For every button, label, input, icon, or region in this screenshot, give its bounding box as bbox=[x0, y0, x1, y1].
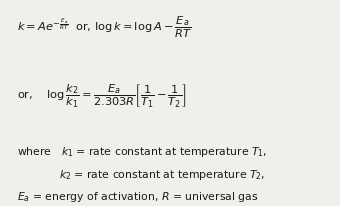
Text: $k_2$ = rate constant at temperature $T_2$,: $k_2$ = rate constant at temperature $T_… bbox=[59, 167, 266, 181]
Text: or,    $\log\dfrac{k_2}{k_1} = \dfrac{E_a}{2.303R}\left[\dfrac{1}{T_1} - \dfrac{: or, $\log\dfrac{k_2}{k_1} = \dfrac{E_a}{… bbox=[17, 82, 187, 109]
Text: $E_a$ = energy of activation, $R$ = universal gas: $E_a$ = energy of activation, $R$ = univ… bbox=[17, 190, 259, 204]
Text: where   $k_1$ = rate constant at temperature $T_1$,: where $k_1$ = rate constant at temperatu… bbox=[17, 144, 267, 158]
Text: $k = Ae^{-\frac{E_a}{RT}}$  or, $\log k = \log A - \dfrac{E_a}{RT}$: $k = Ae^{-\frac{E_a}{RT}}$ or, $\log k =… bbox=[17, 14, 192, 40]
